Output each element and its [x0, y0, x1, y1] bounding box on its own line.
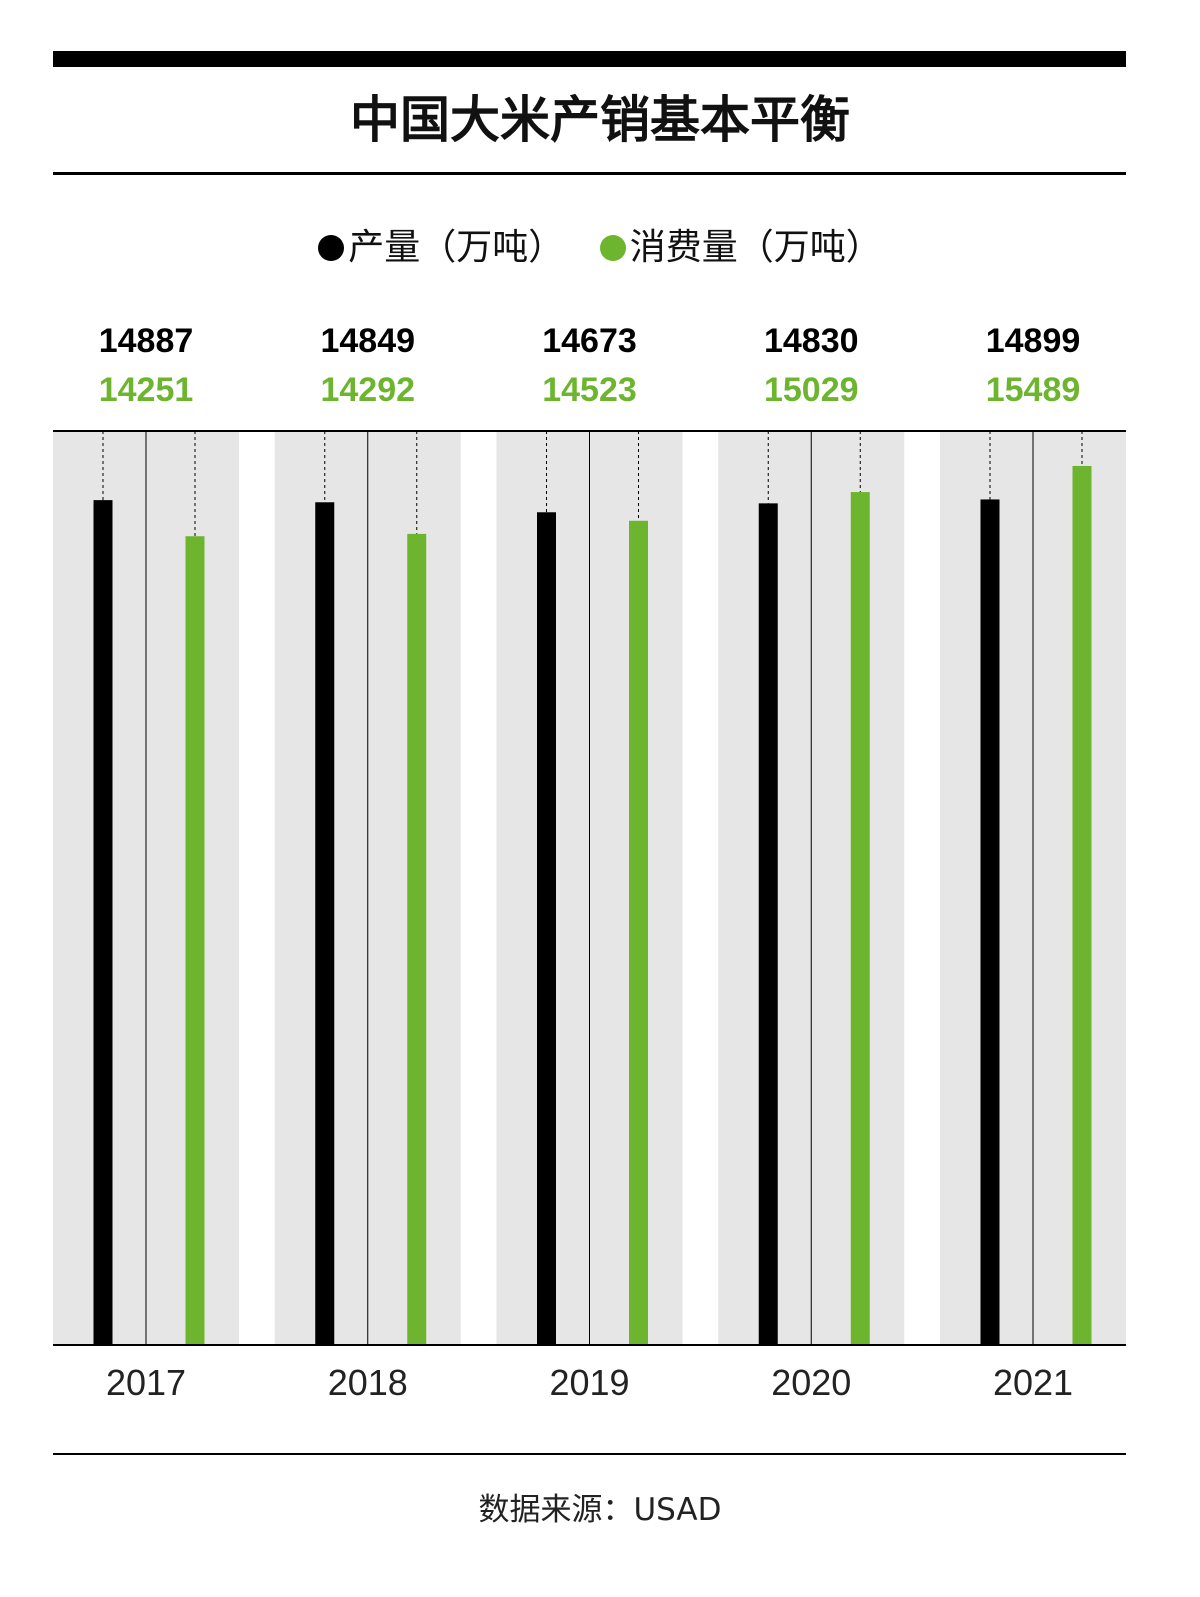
- bar-consumption-2019: [629, 520, 648, 1345]
- legend-dot-production: [318, 235, 345, 261]
- bar-consumption-2017: [185, 536, 205, 1345]
- legend-label-consumption: 消费量（万吨）: [629, 227, 882, 268]
- bar-chart: 14887 14251 2017 14849 14292 2018 14673 14523 20…: [53, 322, 1126, 1403]
- bottom-rule: [53, 1453, 1126, 1455]
- value-label-consumption-2020: 15029: [764, 371, 859, 409]
- value-label-production-2017: 14887: [99, 322, 194, 360]
- value-label-production-2020: 14830: [764, 322, 859, 360]
- source-note: 数据来源：USAD: [478, 1492, 722, 1528]
- value-label-production-2019: 14673: [542, 322, 637, 360]
- legend-item-consumption: 消费量（万吨）: [599, 222, 882, 274]
- x-tick-label-2017: 2017: [106, 1362, 186, 1403]
- bar-consumption-2020: [850, 492, 870, 1345]
- value-label-production-2018: 14849: [320, 322, 415, 360]
- legend-item-production: 产量（万吨）: [318, 222, 564, 274]
- bar-production-2020: [758, 503, 778, 1345]
- value-label-consumption-2019: 14523: [542, 371, 637, 409]
- value-label-production-2021: 14899: [986, 322, 1081, 360]
- top-rule: [53, 51, 1126, 67]
- bar-production-2021: [980, 499, 1000, 1345]
- bar-production-2017: [93, 500, 113, 1345]
- chart-title: 中国大米产销基本平衡: [350, 91, 850, 149]
- legend: 产量（万吨） 消费量（万吨）: [0, 222, 1200, 276]
- bar-consumption-2021: [1072, 465, 1092, 1345]
- value-label-consumption-2021: 15489: [986, 371, 1081, 409]
- legend-dot-consumption: [599, 235, 626, 261]
- bar-production-2018: [315, 502, 335, 1345]
- x-tick-label-2020: 2020: [771, 1362, 851, 1403]
- value-label-consumption-2017: 14251: [99, 371, 194, 409]
- x-tick-label-2019: 2019: [549, 1362, 629, 1403]
- bar-production-2019: [537, 512, 556, 1345]
- legend-label-production: 产量（万吨）: [348, 227, 565, 268]
- value-label-consumption-2018: 14292: [320, 371, 415, 409]
- bar-consumption-2018: [407, 533, 427, 1345]
- title-rule: [53, 172, 1126, 175]
- x-tick-label-2018: 2018: [328, 1362, 408, 1403]
- x-tick-label-2021: 2021: [993, 1362, 1073, 1403]
